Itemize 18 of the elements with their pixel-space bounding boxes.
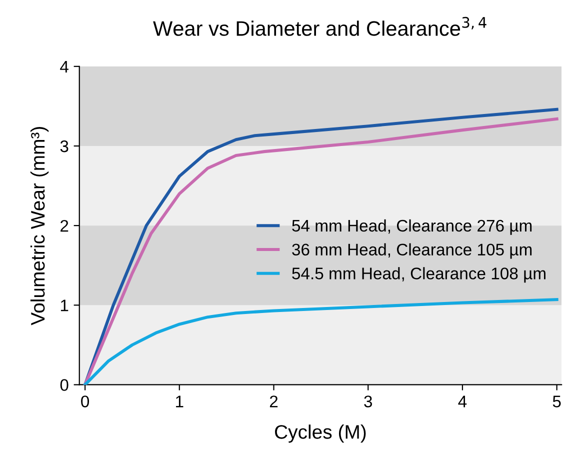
x-tick-label: 1 bbox=[176, 396, 184, 408]
y-tick-label: 4 bbox=[60, 60, 68, 72]
chart-title: Wear vs Diameter and Clearance$^{3,4}$ bbox=[153, 16, 486, 36]
x-axis-title: Cycles (M) bbox=[275, 424, 366, 443]
x-tick-label: 2 bbox=[270, 396, 278, 408]
x-tick-label: 5 bbox=[552, 396, 561, 408]
y-tick-label: 1 bbox=[60, 300, 68, 312]
x-tick-label: 4 bbox=[458, 396, 467, 408]
y-tick-label: 2 bbox=[60, 220, 68, 232]
x-tick-label: 3 bbox=[364, 396, 372, 408]
y-tick-label: 0 bbox=[60, 379, 68, 391]
legend-label: 54.5 mm Head, Clearance 108 µm bbox=[292, 267, 546, 283]
legend-label: 36 mm Head, Clearance 105 µm bbox=[292, 243, 532, 259]
y-axis-title: Volumetric Wear (mm³) bbox=[30, 127, 49, 326]
x-tick-label: 0 bbox=[81, 396, 90, 408]
legend-label: 54 mm Head, Clearance 276 µm bbox=[292, 219, 532, 235]
line-series bbox=[84, 298, 558, 385]
y-tick-label: 3 bbox=[60, 140, 68, 152]
